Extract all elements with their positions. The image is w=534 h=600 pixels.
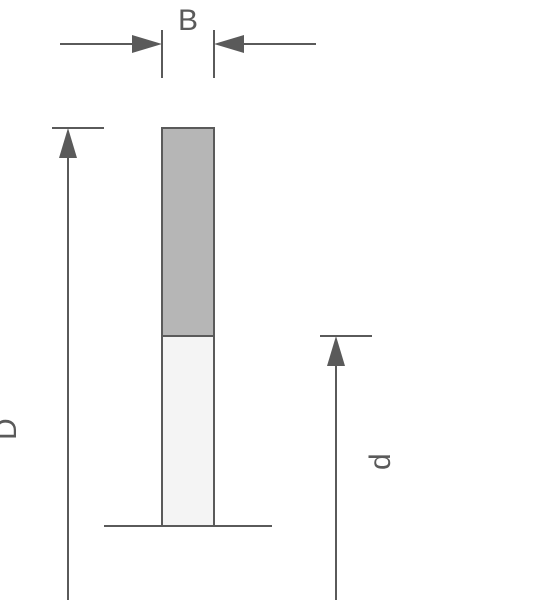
bar-upper	[162, 128, 214, 336]
dimension-diagram: B Dd	[0, 0, 534, 600]
dim-b-label: B	[178, 4, 198, 37]
bar-lower	[162, 336, 214, 526]
dim-d-label: d	[364, 453, 397, 470]
dim-D-label: D	[0, 418, 23, 440]
